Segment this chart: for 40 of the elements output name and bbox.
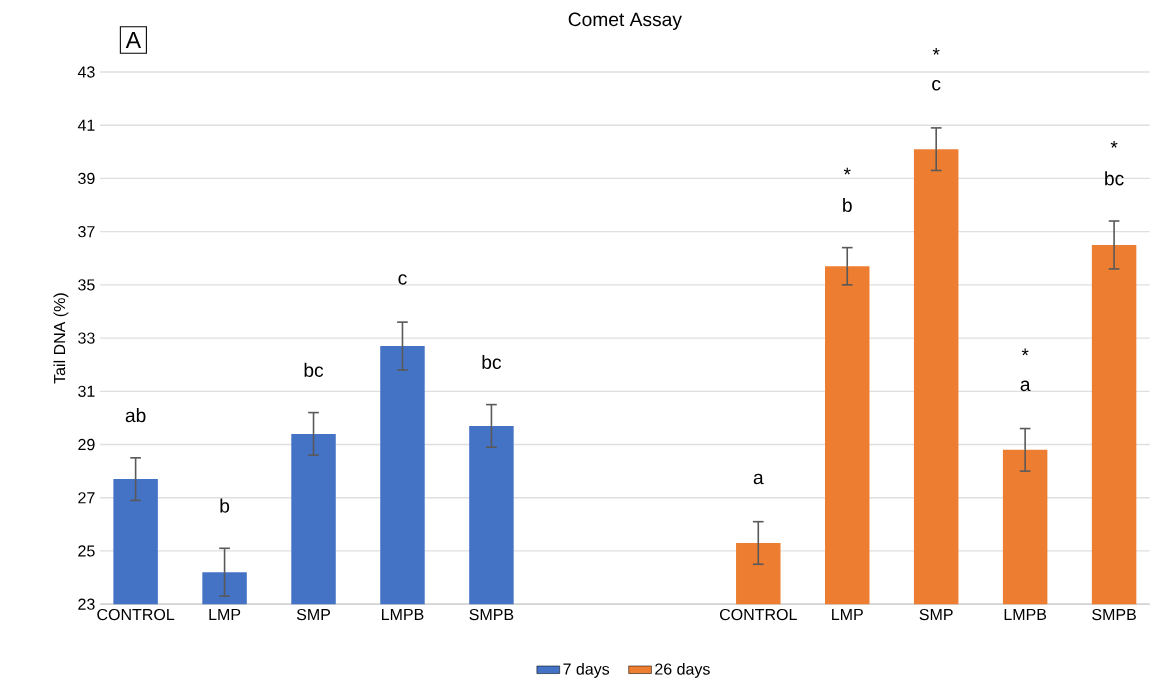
data-label: bc (482, 354, 502, 369)
y-tick-label: 31 (78, 385, 95, 397)
legend-label: 26 days (655, 662, 710, 678)
data-label: bc (1105, 171, 1124, 186)
x-tick-label: SMPB (1092, 608, 1136, 621)
data-label: c (932, 79, 941, 91)
data-label: b (220, 498, 230, 513)
y-tick-label: 43 (77, 66, 95, 78)
data-label: b (843, 197, 852, 212)
y-tick-label: 41 (77, 119, 95, 131)
x-tick-label: SMP (919, 608, 953, 621)
x-tick-label: CONTROL (719, 608, 797, 621)
x-tick-label: SMPB (469, 608, 514, 621)
text: * (932, 47, 940, 55)
x-tick-label: LMP (832, 608, 863, 620)
annotation: * (843, 167, 851, 175)
data-label: ab (125, 408, 146, 423)
x-tick-label: SMP (296, 608, 331, 621)
annotation: * (1110, 140, 1118, 148)
x-tick-label: LMPB (1004, 608, 1047, 620)
data-label: c (398, 274, 407, 285)
y-tick-label: 25 (78, 545, 95, 557)
data-label: a (1020, 380, 1031, 392)
chart-title: Comet Assay (568, 12, 682, 30)
x-tick-label: LMPB (382, 608, 424, 620)
annotation: * (1021, 348, 1029, 356)
y-tick-label: 27 (78, 492, 95, 504)
y-tick-label: 39 (78, 172, 95, 184)
legend-label: 7 days (563, 662, 610, 678)
data-label: bc (304, 362, 324, 377)
y-tick-label: 29 (78, 438, 95, 451)
y-axis-title: Tail DNA (%) (53, 293, 69, 384)
x-tick-label: CONTROL (97, 608, 175, 621)
data-label: a (753, 473, 764, 485)
y-tick-label: 37 (78, 225, 95, 238)
x-tick-label: LMP (209, 608, 241, 620)
y-tick-label: 35 (78, 279, 95, 291)
y-tick-label: 33 (78, 332, 95, 344)
y-tick-label: 23 (78, 598, 95, 610)
text: A (125, 31, 142, 48)
